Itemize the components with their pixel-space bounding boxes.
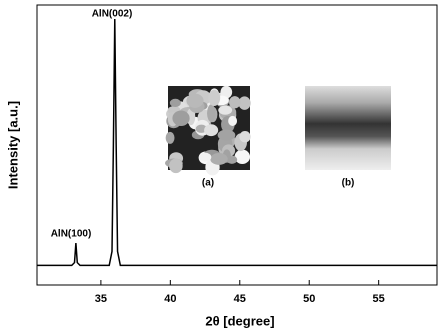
grain [210,153,227,165]
grain [166,132,175,144]
grain [169,159,183,174]
grain [186,94,203,108]
inset-image-b [305,86,391,170]
grain [208,90,220,106]
annotation: AlN(002) [92,9,133,20]
annotation: AlN(100) [51,229,92,240]
grain [170,99,181,107]
y-axis-label: Intensity [a.u.] [5,101,20,189]
grain [235,150,250,164]
grain [229,96,240,108]
x-tick-label: 55 [373,293,385,305]
x-tick-label: 45 [234,293,246,305]
annotation: (a) [202,178,214,189]
grain [218,105,232,114]
grain [207,104,215,122]
x-axis-label: 2θ [degree] [205,313,274,328]
grain [204,124,218,136]
inset-image-a [165,86,251,176]
grain [218,130,236,141]
grain [228,116,237,126]
grain [172,110,189,126]
annotation: (b) [342,178,355,189]
x-tick-label: 50 [303,293,315,305]
chart: 2θ [degree] Intensity [a.u.] 35 40 45 50 55 A… [0,0,438,335]
grain [239,131,250,142]
x-tick-label: 40 [164,293,176,305]
grain [199,153,211,162]
x-tick-label: 35 [95,293,107,305]
